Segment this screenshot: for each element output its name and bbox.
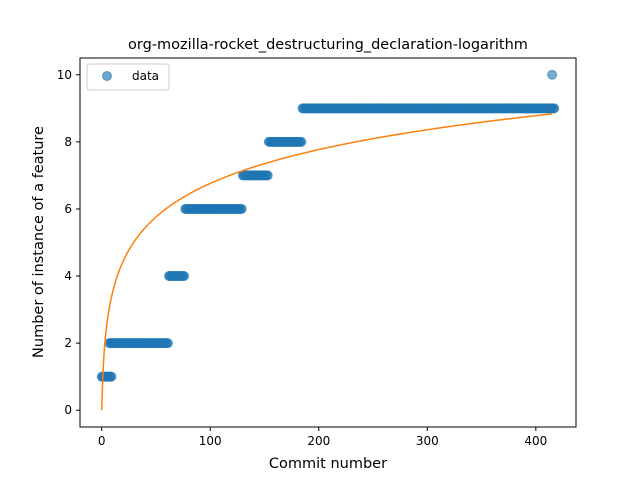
x-tick-label: 0 xyxy=(98,434,106,448)
y-axis-label: Number of instance of a feature xyxy=(31,126,47,358)
axes-frame xyxy=(79,57,577,428)
data-point xyxy=(549,103,560,114)
y-tick-label: 0 xyxy=(64,403,72,417)
x-axis-label: Commit number xyxy=(269,456,387,472)
y-tick-label: 4 xyxy=(64,269,72,283)
x-tick-label: 100 xyxy=(199,434,222,448)
y-axis: 0 2 4 6 8 10 xyxy=(57,68,80,417)
legend-box xyxy=(86,63,170,91)
x-tick-label: 200 xyxy=(307,434,330,448)
legend-label-data: data xyxy=(132,69,159,83)
y-tick-label: 10 xyxy=(57,68,72,82)
fit-curve xyxy=(100,113,553,411)
x-axis: 0 100 200 300 400 xyxy=(98,427,547,448)
data-point xyxy=(162,338,173,349)
chart-title: org-mozilla-rocket_destructuring_declara… xyxy=(128,37,528,53)
data-point xyxy=(106,371,117,382)
y-tick-label: 8 xyxy=(64,135,72,149)
legend-marker-data xyxy=(102,71,112,81)
y-tick-label: 2 xyxy=(64,336,72,350)
plot-area xyxy=(96,69,560,411)
data-point xyxy=(262,170,273,181)
x-tick-label: 300 xyxy=(416,434,439,448)
data-point xyxy=(236,203,247,214)
data-point xyxy=(296,136,307,147)
x-tick-label: 400 xyxy=(524,434,547,448)
y-tick-label: 6 xyxy=(64,202,72,216)
data-point xyxy=(547,69,558,80)
legend: data xyxy=(86,63,170,91)
data-point xyxy=(179,271,190,282)
